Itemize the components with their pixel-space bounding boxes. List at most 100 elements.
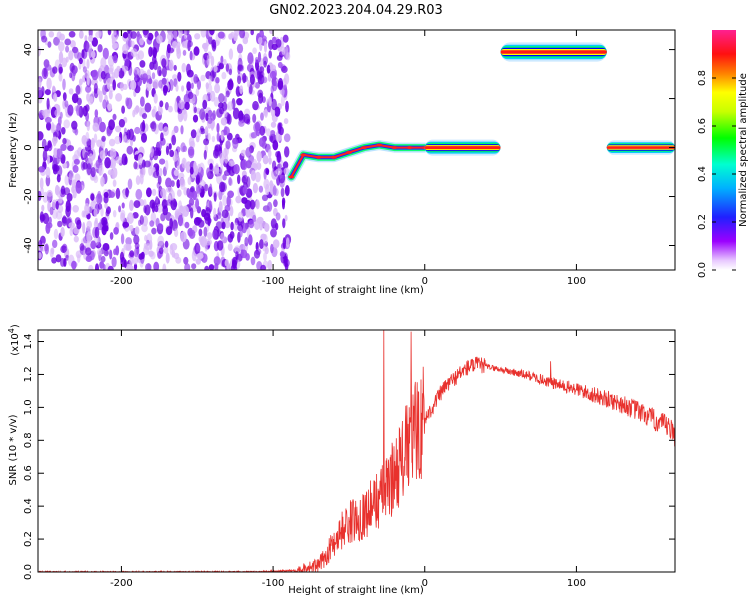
noise-blob bbox=[196, 244, 200, 252]
spectrogram-frame bbox=[37, 29, 676, 271]
noise-blob bbox=[228, 160, 235, 167]
noise-blob bbox=[157, 65, 162, 77]
noise-blob bbox=[50, 122, 55, 134]
noise-blob bbox=[284, 185, 290, 197]
noise-blob bbox=[254, 56, 259, 63]
noise-blob bbox=[56, 165, 63, 177]
noise-blob bbox=[205, 112, 209, 122]
noise-blob bbox=[275, 38, 282, 48]
noise-blob bbox=[227, 113, 232, 125]
noise-blob bbox=[224, 154, 229, 164]
noise-blob bbox=[211, 135, 216, 143]
noise-blob bbox=[263, 252, 267, 262]
noise-blob bbox=[243, 113, 251, 124]
noise-blob bbox=[282, 237, 286, 250]
noise-blob bbox=[240, 249, 248, 259]
noise-blob bbox=[218, 200, 223, 213]
noise-blob bbox=[138, 253, 144, 260]
noise-blob bbox=[57, 116, 62, 126]
noise-blob bbox=[272, 239, 280, 249]
noise-blob bbox=[233, 164, 240, 175]
noise-blob bbox=[90, 240, 97, 250]
noise-blob bbox=[107, 169, 114, 176]
noise-blob bbox=[158, 104, 163, 116]
noise-blob bbox=[238, 110, 244, 122]
noise-blob bbox=[203, 149, 207, 160]
noise-blob bbox=[220, 117, 227, 126]
noise-blob bbox=[173, 30, 178, 40]
noise-blob bbox=[155, 147, 162, 157]
noise-blob bbox=[38, 131, 44, 141]
noise-blob bbox=[235, 195, 242, 204]
noise-blob bbox=[133, 200, 141, 209]
noise-blob bbox=[141, 224, 148, 233]
noise-blob bbox=[107, 265, 114, 270]
noise-blob bbox=[154, 205, 159, 213]
noise-blob bbox=[156, 35, 163, 44]
noise-blob bbox=[191, 263, 197, 270]
colorbar-gradient bbox=[712, 30, 736, 270]
noise-blob bbox=[269, 70, 277, 80]
noise-blob bbox=[184, 101, 190, 110]
colorbar-ticks: 0.0 0.2 0.4 0.6 0.8 bbox=[697, 70, 736, 278]
noise-blob bbox=[122, 31, 129, 39]
noise-blob bbox=[200, 74, 206, 82]
noise-blob bbox=[225, 63, 230, 72]
noise-blob bbox=[256, 150, 262, 163]
noise-blob bbox=[245, 147, 252, 158]
noise-blob bbox=[41, 109, 46, 116]
noise-blob bbox=[245, 208, 251, 218]
noise-blob bbox=[68, 50, 74, 61]
noise-blob bbox=[193, 46, 200, 56]
noise-blob bbox=[109, 232, 114, 240]
noise-blob bbox=[258, 37, 263, 45]
noise-blob bbox=[145, 82, 152, 92]
noise-blob bbox=[65, 56, 69, 63]
x-tick-label: -200 bbox=[110, 276, 133, 287]
noise-blob bbox=[148, 165, 153, 176]
noise-blob bbox=[285, 100, 289, 113]
noise-blob bbox=[145, 243, 152, 251]
noise-blob bbox=[283, 118, 289, 125]
snr-xlabel: Height of straight line (km) bbox=[288, 585, 424, 596]
noise-blob bbox=[113, 55, 118, 64]
noise-blob bbox=[216, 240, 224, 251]
noise-blob bbox=[267, 201, 273, 212]
noise-blob bbox=[38, 239, 42, 248]
noise-blob bbox=[164, 240, 169, 248]
noise-blob bbox=[140, 96, 145, 107]
ramp-peak bbox=[406, 146, 413, 150]
noise-blob bbox=[214, 83, 221, 94]
noise-blob bbox=[132, 257, 138, 265]
band-main-layer bbox=[424, 146, 501, 150]
noise-blob bbox=[176, 189, 182, 197]
noise-blob bbox=[46, 121, 52, 131]
noise-blob bbox=[120, 81, 124, 92]
ramp-peak bbox=[300, 153, 307, 157]
y-tick-label: 1.4 bbox=[23, 334, 34, 350]
noise-blob bbox=[248, 234, 253, 246]
noise-blob bbox=[71, 179, 77, 188]
noise-blob bbox=[178, 200, 183, 211]
noise-blob bbox=[143, 160, 151, 168]
noise-blob bbox=[241, 159, 248, 171]
noise-blob bbox=[66, 193, 73, 202]
noise-blob bbox=[176, 146, 181, 153]
noise-blob bbox=[152, 55, 157, 65]
noise-blob bbox=[257, 51, 262, 63]
noise-blob bbox=[127, 30, 133, 40]
noise-blob bbox=[213, 207, 217, 218]
noise-blob bbox=[129, 250, 135, 258]
noise-blob bbox=[92, 122, 100, 132]
noise-blob bbox=[216, 173, 223, 185]
noise-blob bbox=[281, 65, 288, 73]
noise-blob bbox=[121, 105, 125, 114]
noise-blob bbox=[157, 235, 165, 246]
noise-blob bbox=[126, 264, 134, 270]
noise-blob bbox=[225, 140, 231, 150]
noise-blob bbox=[195, 198, 200, 210]
noise-blob bbox=[265, 168, 270, 176]
noise-blob bbox=[76, 219, 82, 230]
noise-blob bbox=[192, 114, 199, 123]
x-tick-label: 100 bbox=[567, 276, 586, 287]
